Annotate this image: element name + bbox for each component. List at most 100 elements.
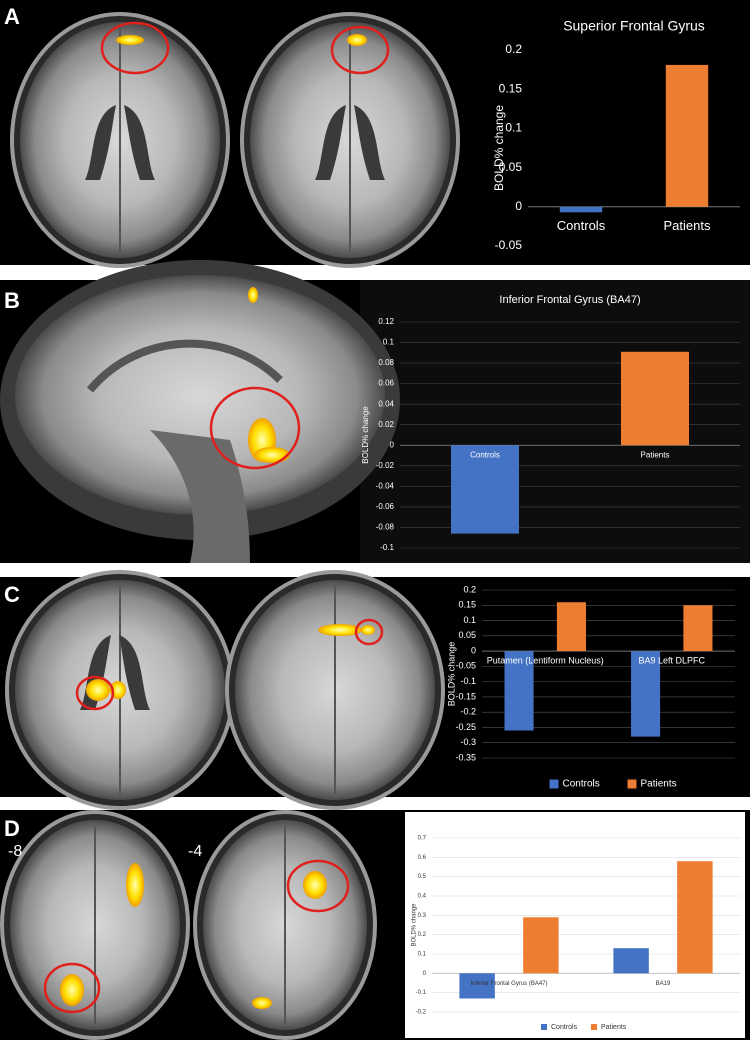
brainstem xyxy=(150,430,250,563)
y-tick-label: 0.06 xyxy=(378,379,394,388)
y-tick-label: 0.1 xyxy=(418,952,427,958)
activation xyxy=(116,35,144,45)
y-tick-label: 0 xyxy=(423,971,427,977)
y-tick-label: -0.1 xyxy=(416,990,427,996)
y-tick-label: 0.2 xyxy=(505,42,522,56)
x-tick-label: Inferior Frontal Gyrus (BA47) xyxy=(470,981,547,987)
y-tick-label: -0.2 xyxy=(460,707,476,717)
y-tick-label: 0.12 xyxy=(378,317,394,326)
y-tick-label: 0.2 xyxy=(418,932,427,938)
bar xyxy=(559,206,603,213)
y-tick-label: 0.4 xyxy=(418,894,427,900)
y-tick-label: -0.15 xyxy=(455,691,476,701)
ventricle xyxy=(124,105,155,180)
legend-label: Patients xyxy=(641,779,677,790)
y-tick-label: -0.05 xyxy=(455,661,476,671)
bar xyxy=(523,917,559,974)
y-tick-label: -0.1 xyxy=(380,543,394,552)
y-tick-label: -0.04 xyxy=(376,481,395,490)
ventricle xyxy=(315,105,346,180)
y-axis-label: BOLD% change xyxy=(446,642,456,707)
y-axis-label: BOLD% change xyxy=(492,105,506,191)
legend-swatch xyxy=(549,779,559,789)
activation xyxy=(126,863,144,907)
y-tick-label: 0.5 xyxy=(418,874,427,880)
brain-images xyxy=(0,12,460,1040)
highlight-circle xyxy=(100,21,170,75)
slice-label: -4 xyxy=(188,843,202,860)
activation xyxy=(347,34,367,46)
ventricle xyxy=(354,105,385,180)
x-tick-label: Controls xyxy=(557,218,606,233)
y-tick-label: -0.06 xyxy=(376,502,395,511)
highlight-circle xyxy=(209,386,301,470)
panel-label: B xyxy=(4,288,20,313)
x-tick-label: Controls xyxy=(470,450,500,459)
y-tick-label: 0.08 xyxy=(378,358,394,367)
bar xyxy=(613,948,649,974)
legend-swatch xyxy=(591,1024,597,1030)
chart-title: Inferior Frontal Gyrus (BA47) xyxy=(499,294,640,306)
activation xyxy=(86,679,110,701)
activation xyxy=(252,997,272,1009)
highlight-circle xyxy=(330,25,390,75)
corpus xyxy=(86,339,283,393)
y-tick-label: 0.02 xyxy=(378,420,394,429)
legend-swatch xyxy=(541,1024,547,1030)
highlight-circle xyxy=(354,618,384,646)
bar xyxy=(556,602,586,652)
y-tick-label: 0.05 xyxy=(458,630,476,640)
bar xyxy=(459,973,495,999)
x-tick-label: Patients xyxy=(641,450,670,459)
activation xyxy=(254,447,290,463)
y-tick-label: 0.2 xyxy=(463,584,476,594)
highlight-circle xyxy=(75,675,115,711)
activation xyxy=(248,287,258,303)
legend-label: Controls xyxy=(563,779,600,790)
bar xyxy=(451,445,519,534)
bar xyxy=(665,64,709,207)
bar xyxy=(683,605,713,652)
highlight-circle xyxy=(286,859,350,913)
y-tick-label: 0 xyxy=(515,199,522,213)
y-tick-label: -0.02 xyxy=(376,461,395,470)
panel-label: D xyxy=(4,816,20,841)
x-tick-label: Putamen (Lentiform Nucleus) xyxy=(487,655,604,665)
y-tick-label: 0.7 xyxy=(418,836,427,842)
y-tick-label: 0.6 xyxy=(418,855,427,861)
legend-swatch xyxy=(627,779,637,789)
y-tick-label: -0.05 xyxy=(495,238,523,252)
bar xyxy=(621,351,689,446)
y-tick-label: -0.35 xyxy=(455,752,476,762)
y-axis-label: BOLD% change xyxy=(361,406,370,464)
activation xyxy=(60,974,84,1006)
y-tick-label: 0.1 xyxy=(383,338,395,347)
y-tick-label: 0 xyxy=(390,440,395,449)
activation xyxy=(318,624,362,636)
y-tick-label: 0.1 xyxy=(463,615,476,625)
y-tick-label: 0.05 xyxy=(499,160,523,174)
bar xyxy=(504,651,534,731)
x-tick-label: Patients xyxy=(664,218,711,233)
highlight-circle xyxy=(43,962,101,1014)
y-tick-label: -0.08 xyxy=(376,523,395,532)
chart-b-bg xyxy=(360,280,750,563)
activation xyxy=(303,871,327,899)
panel-label: A xyxy=(4,4,20,29)
y-tick-label: 0 xyxy=(471,645,476,655)
y-axis-label: BOLD% change xyxy=(412,903,418,947)
activation xyxy=(361,625,375,635)
legend-label: Controls xyxy=(551,1024,578,1031)
y-tick-label: -0.25 xyxy=(455,722,476,732)
chart-title: Superior Frontal Gyrus xyxy=(563,18,705,34)
y-tick-label: 0.1 xyxy=(505,121,522,135)
panel-label: C xyxy=(4,582,20,607)
bar xyxy=(677,861,713,974)
y-tick-label: 0.04 xyxy=(378,399,394,408)
brain xyxy=(15,275,385,515)
y-tick-label: -0.1 xyxy=(460,676,476,686)
ventricle xyxy=(85,105,116,180)
y-tick-label: 0.3 xyxy=(418,913,427,919)
y-tick-label: -0.2 xyxy=(416,1010,427,1016)
